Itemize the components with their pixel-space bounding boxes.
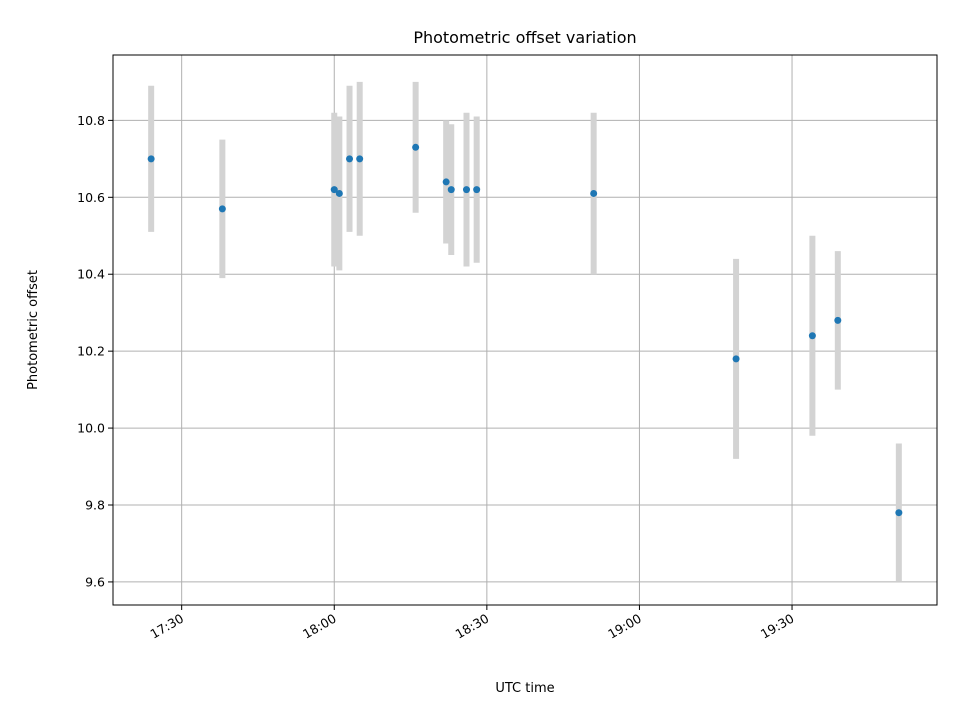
y-tick-label: 10.2 xyxy=(77,344,105,359)
y-tick-label: 10.0 xyxy=(77,421,105,436)
point-layer xyxy=(147,143,903,517)
data-point xyxy=(473,186,481,194)
y-tick-label: 10.4 xyxy=(77,267,105,282)
data-point xyxy=(732,355,740,363)
data-point xyxy=(447,186,455,194)
y-tick-label: 10.6 xyxy=(77,190,105,205)
data-point xyxy=(412,143,420,151)
y-tick-label: 9.8 xyxy=(85,498,105,513)
data-point xyxy=(218,205,226,213)
data-point xyxy=(346,155,354,163)
data-point xyxy=(330,186,338,194)
y-tick-label: 10.8 xyxy=(77,113,105,128)
grid-layer xyxy=(113,55,937,605)
data-point xyxy=(895,509,903,517)
data-point xyxy=(356,155,364,163)
chart-title: Photometric offset variation xyxy=(413,28,636,47)
data-point xyxy=(335,189,343,197)
x-axis-label: UTC time xyxy=(495,681,554,696)
data-point xyxy=(834,316,842,324)
y-tick-label: 9.6 xyxy=(85,574,105,589)
data-point xyxy=(442,178,450,186)
data-point xyxy=(463,186,471,194)
data-point xyxy=(590,189,598,197)
data-point xyxy=(808,332,816,340)
y-axis-label: Photometric offset xyxy=(26,270,41,390)
data-point xyxy=(147,155,155,163)
plot-frame xyxy=(112,54,938,606)
